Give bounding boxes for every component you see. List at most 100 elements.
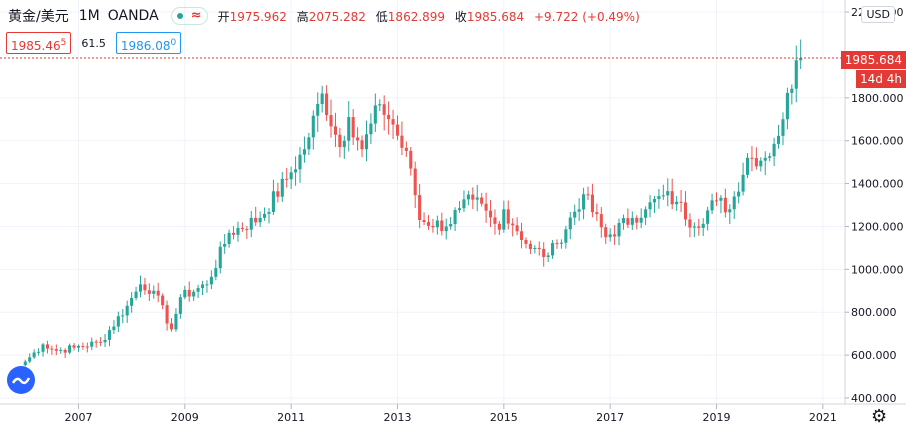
candle-body (785, 92, 789, 120)
currency-button[interactable]: USD (861, 6, 895, 23)
settings-gear-icon[interactable]: ⚙ (871, 406, 888, 427)
candle-body (249, 217, 253, 230)
candle-body (28, 357, 32, 362)
chart-header: 黄金/美元 1M OANDA ≈ 开1975.962 高2075.282 低18… (8, 6, 646, 26)
candle-body (564, 229, 568, 243)
candle-body (790, 88, 794, 93)
candle-body (422, 220, 426, 223)
candle-body (506, 209, 510, 224)
candle-body (723, 197, 727, 213)
chart-grid (0, 0, 845, 404)
candle-body (37, 351, 41, 353)
high-value: 2075.282 (308, 9, 366, 24)
candle-body (311, 115, 315, 138)
candle-body (582, 194, 586, 210)
open-label: 开 (217, 9, 230, 24)
candle-body (214, 268, 218, 277)
candle-body (356, 137, 360, 141)
candle-body (54, 349, 58, 351)
logo-icon (11, 377, 31, 385)
candle-body (280, 178, 284, 197)
sell-button[interactable]: 1985.465 (6, 32, 72, 54)
candle-body (23, 361, 27, 366)
candle-body (121, 315, 125, 317)
candle-body (209, 276, 213, 285)
candle-body (395, 124, 400, 136)
candle-body (245, 229, 249, 231)
candle-body (519, 231, 524, 240)
candle-body (688, 219, 692, 228)
candle-body (426, 222, 431, 226)
candle-body (719, 197, 723, 201)
candle-body (258, 217, 262, 223)
candle-body (236, 227, 240, 235)
bid-price: 1985.46 (11, 39, 61, 53)
candle-body (613, 234, 617, 237)
candle-body (320, 93, 324, 104)
candle-body (590, 194, 594, 213)
candle-body (497, 223, 501, 230)
candle-body (573, 211, 577, 218)
candle-body (745, 157, 750, 175)
candle-body (302, 149, 306, 155)
symbol-name[interactable]: 黄金/美元 (8, 9, 69, 25)
price-tick-label: 600.000 (851, 349, 897, 362)
last-price-tag: 1985.684 (840, 51, 906, 69)
candle-body (276, 191, 280, 197)
candle-body (178, 297, 182, 314)
close-label: 收 (454, 9, 467, 24)
candle-body (63, 349, 67, 353)
candle-body (728, 209, 732, 213)
candle-body (630, 217, 634, 225)
tradingview-logo[interactable] (7, 366, 35, 394)
candle-body (183, 289, 187, 298)
candle-body (577, 209, 581, 212)
candle-body (298, 154, 302, 170)
candle-body (192, 291, 196, 297)
candle-body (666, 191, 670, 196)
market-open-icon (176, 13, 183, 19)
price-tick-label: 1000.000 (851, 263, 904, 276)
candle-body (400, 135, 404, 148)
candle-body (599, 214, 603, 228)
candle-body (617, 223, 621, 237)
candle-body (342, 140, 346, 148)
candle-body (325, 93, 329, 116)
candle-body (72, 345, 76, 348)
candle-body (187, 289, 191, 297)
candle-body (174, 313, 178, 330)
candle-body (285, 178, 289, 180)
candle-body (692, 226, 696, 228)
change-value: +9.722 (+0.49%) (534, 9, 640, 24)
time-tick-label: 2007 (64, 411, 92, 424)
candle-body (710, 200, 714, 211)
candle-body (254, 217, 258, 223)
candle-body (134, 291, 138, 298)
candle-body (307, 137, 311, 150)
high-label: 高 (296, 9, 309, 24)
candle-body (511, 223, 515, 226)
candle-body (737, 191, 741, 197)
candle-body (347, 117, 351, 141)
time-tick-label: 2019 (703, 411, 731, 424)
market-status-pill[interactable]: ≈ (170, 7, 208, 25)
candle-body (551, 243, 555, 256)
candle-body (732, 196, 736, 210)
time-axis: 2007 2009 2011 2013 2015 2017 2019 2021 (0, 403, 906, 424)
buy-button[interactable]: 1986.080 (115, 32, 182, 54)
data-source: OANDA (107, 8, 159, 24)
candle-body (240, 227, 244, 230)
candle-body (373, 105, 377, 124)
price-tick-label: 400.000 (851, 392, 897, 405)
candle-body (161, 295, 165, 306)
candle-body (156, 290, 160, 296)
candle-body (759, 160, 763, 167)
timeframe[interactable]: 1M (78, 8, 100, 24)
candle-body (475, 197, 479, 200)
candle-body (661, 195, 665, 197)
candle-body (364, 134, 369, 150)
candle-body (360, 140, 364, 150)
candle-body (480, 197, 484, 204)
candle-body (706, 210, 710, 224)
